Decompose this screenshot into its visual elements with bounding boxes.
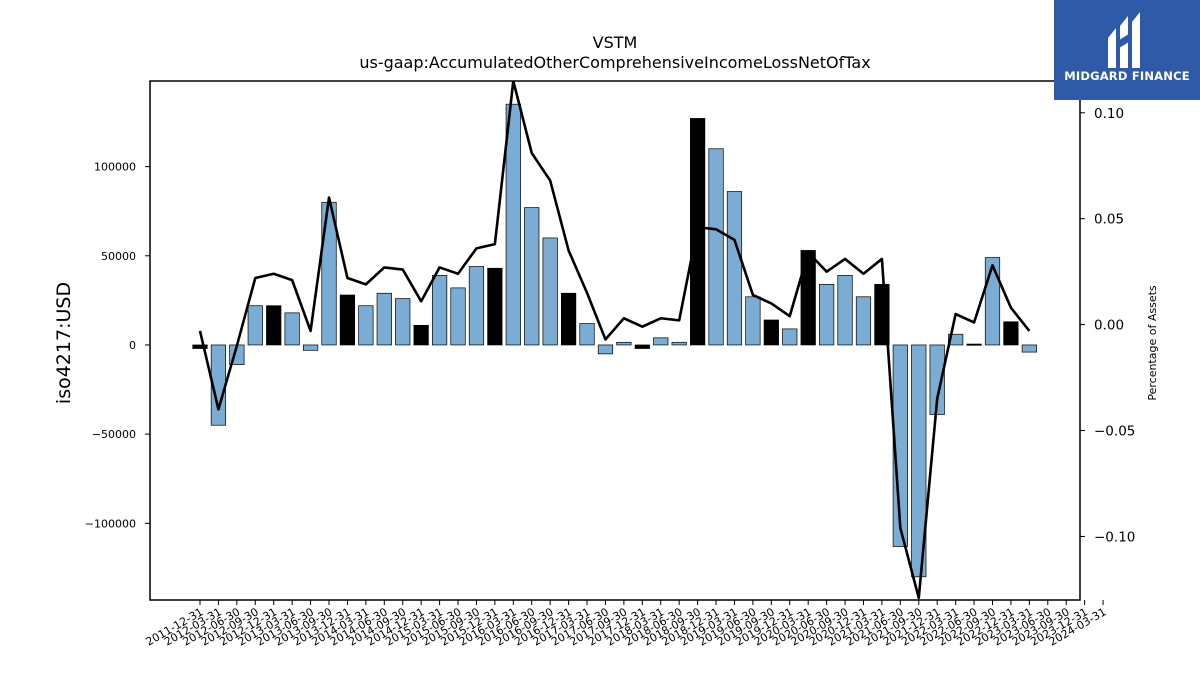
bar bbox=[1003, 321, 1019, 346]
y2-tick-label: −0.05 bbox=[1094, 424, 1135, 440]
bar bbox=[413, 324, 429, 346]
bar bbox=[302, 344, 319, 351]
bar bbox=[266, 305, 282, 346]
y-tick-label: 100000 bbox=[94, 161, 136, 174]
bar bbox=[634, 344, 650, 349]
bar bbox=[819, 283, 835, 346]
bar bbox=[745, 296, 761, 346]
y2-axis-label: Percentage of Assets bbox=[1146, 285, 1159, 401]
bar bbox=[929, 344, 945, 415]
y-tick-label: 50000 bbox=[101, 250, 136, 263]
bar bbox=[855, 296, 872, 346]
bar bbox=[450, 287, 466, 346]
y2-tick-label: −0.10 bbox=[1094, 529, 1135, 545]
bar bbox=[966, 343, 982, 346]
percentage-line bbox=[198, 81, 1031, 600]
bar bbox=[431, 275, 448, 346]
bar bbox=[837, 275, 853, 346]
bar bbox=[616, 341, 632, 346]
bar bbox=[395, 298, 411, 346]
bar bbox=[708, 148, 724, 346]
y-tick-label: −50000 bbox=[92, 428, 136, 441]
bar bbox=[653, 337, 669, 346]
bar bbox=[192, 344, 208, 349]
line-group bbox=[198, 81, 1031, 600]
bars-group bbox=[192, 103, 1037, 578]
chart-title: VSTM bbox=[593, 33, 638, 52]
y2-tick-label: 0.10 bbox=[1094, 106, 1124, 122]
bar bbox=[339, 294, 356, 346]
bar bbox=[579, 323, 595, 346]
bar bbox=[726, 191, 743, 346]
bar bbox=[800, 250, 816, 346]
y2-tick-label: 0.05 bbox=[1094, 212, 1124, 228]
chart-subtitle: us-gaap:AccumulatedOtherComprehensiveInc… bbox=[359, 53, 870, 72]
bar bbox=[911, 344, 927, 578]
bar bbox=[284, 312, 300, 346]
bar bbox=[671, 341, 687, 346]
bar bbox=[376, 292, 392, 346]
bar bbox=[247, 305, 263, 346]
bar bbox=[487, 267, 503, 346]
bar bbox=[948, 333, 964, 346]
bar bbox=[763, 319, 779, 346]
bar bbox=[524, 207, 540, 346]
y-axis-label: iso4217:USD bbox=[53, 282, 75, 404]
plot-frame bbox=[149, 80, 1081, 601]
bar bbox=[892, 344, 908, 547]
bar bbox=[984, 257, 1001, 346]
axes-group: −100000 −50000 0 50000 100000 −0.10 −0.05 0.00 0… bbox=[85, 106, 1136, 649]
bar bbox=[505, 103, 521, 346]
bar bbox=[358, 305, 374, 346]
y-tick-label: 0 bbox=[129, 339, 136, 352]
y2-tick-label: 0.00 bbox=[1094, 318, 1124, 334]
logo-mark-icon bbox=[1108, 12, 1140, 68]
bar bbox=[1021, 344, 1037, 353]
bar bbox=[468, 266, 485, 346]
y-tick-label: −100000 bbox=[85, 517, 136, 530]
bar bbox=[597, 344, 614, 355]
bar bbox=[542, 237, 558, 346]
logo-text: MIDGARD FINANCE bbox=[1064, 69, 1190, 83]
bar bbox=[560, 292, 577, 346]
bar bbox=[782, 328, 798, 346]
midgard-finance-logo: MIDGARD FINANCE bbox=[1054, 0, 1200, 100]
